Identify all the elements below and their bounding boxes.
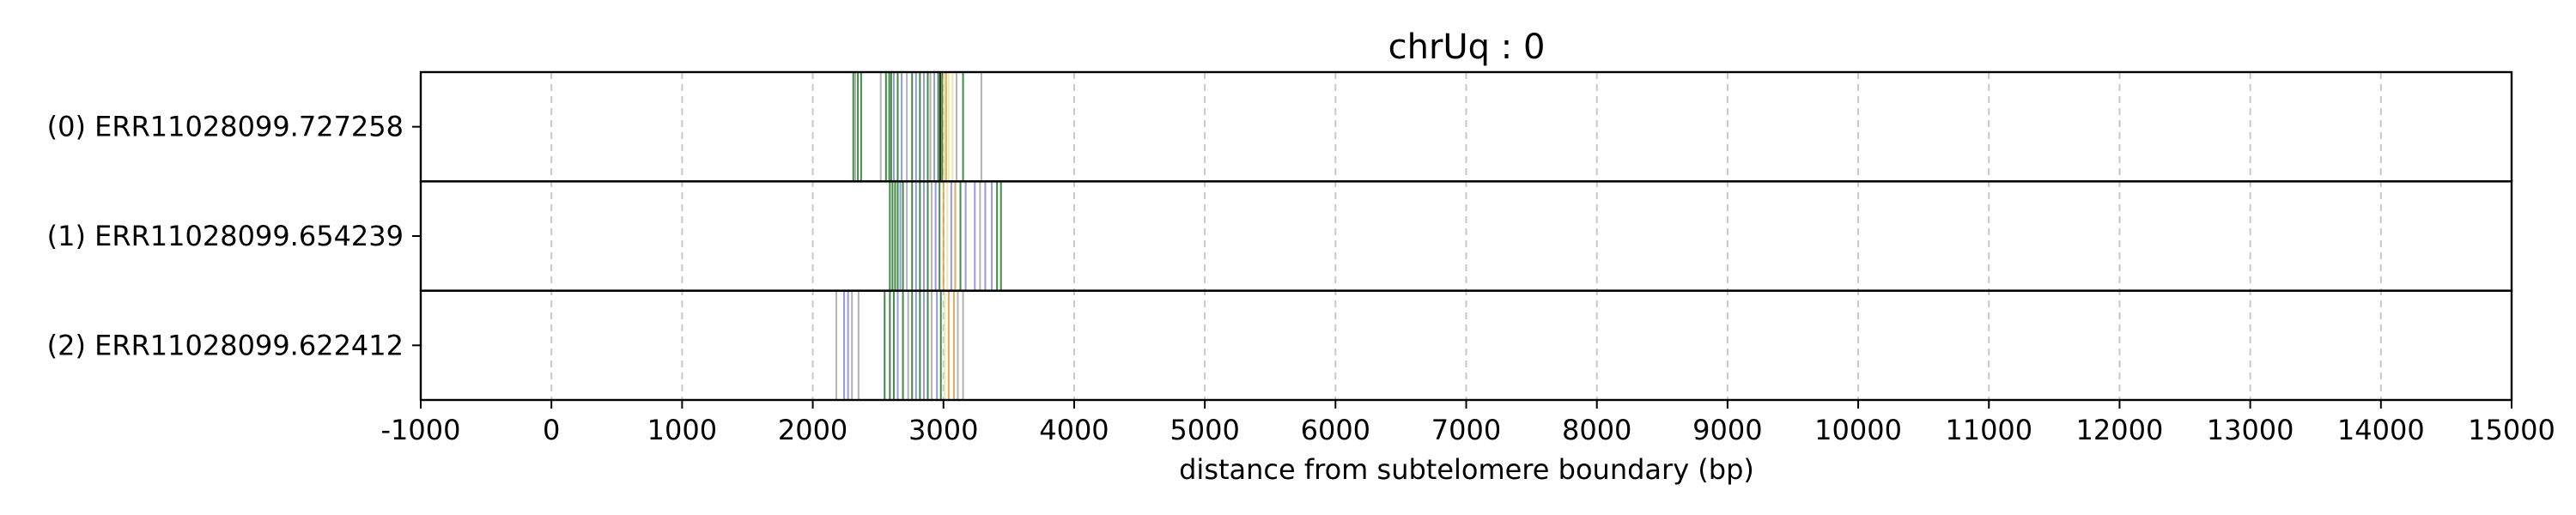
grid-lines xyxy=(550,72,2382,400)
x-tick-label: 6000 xyxy=(1301,414,1370,446)
row-label: (0) ERR11028099.727258 xyxy=(47,111,404,143)
row-panels xyxy=(412,70,2513,402)
chart-title: chrUq : 0 xyxy=(1388,27,1546,67)
x-tick-label: 2000 xyxy=(778,414,848,446)
x-tick-label: 12000 xyxy=(2076,414,2164,446)
x-tick-label: 14000 xyxy=(2337,414,2425,446)
x-tick-label: 8000 xyxy=(1562,414,1631,446)
read-marks xyxy=(835,72,1002,400)
x-tick-label: 3000 xyxy=(908,414,978,446)
x-tick-label: 0 xyxy=(543,414,560,446)
x-axis-ticks: -1000 0 1000 2000 3000 4000 5000 6000 7000 8000 90… xyxy=(381,400,2555,446)
x-tick-label: 11000 xyxy=(1945,414,2032,446)
x-tick-label: 10000 xyxy=(1814,414,1902,446)
x-tick-label: 15000 xyxy=(2468,414,2555,446)
x-tick-label: 1000 xyxy=(647,414,717,446)
x-tick-label: 5000 xyxy=(1170,414,1239,446)
row-labels: (0) ERR11028099.727258 (1) ERR11028099.65… xyxy=(47,111,404,362)
row-label: (1) ERR11028099.654239 xyxy=(47,220,404,252)
row-label: (2) ERR11028099.622412 xyxy=(47,329,404,361)
x-tick-label: -1000 xyxy=(381,414,461,446)
x-tick-label: 7000 xyxy=(1431,414,1501,446)
x-tick-label: 9000 xyxy=(1692,414,1762,446)
x-tick-label: 4000 xyxy=(1039,414,1109,446)
x-axis-label: distance from subtelomere boundary (bp) xyxy=(1179,453,1754,486)
x-tick-label: 13000 xyxy=(2207,414,2294,446)
